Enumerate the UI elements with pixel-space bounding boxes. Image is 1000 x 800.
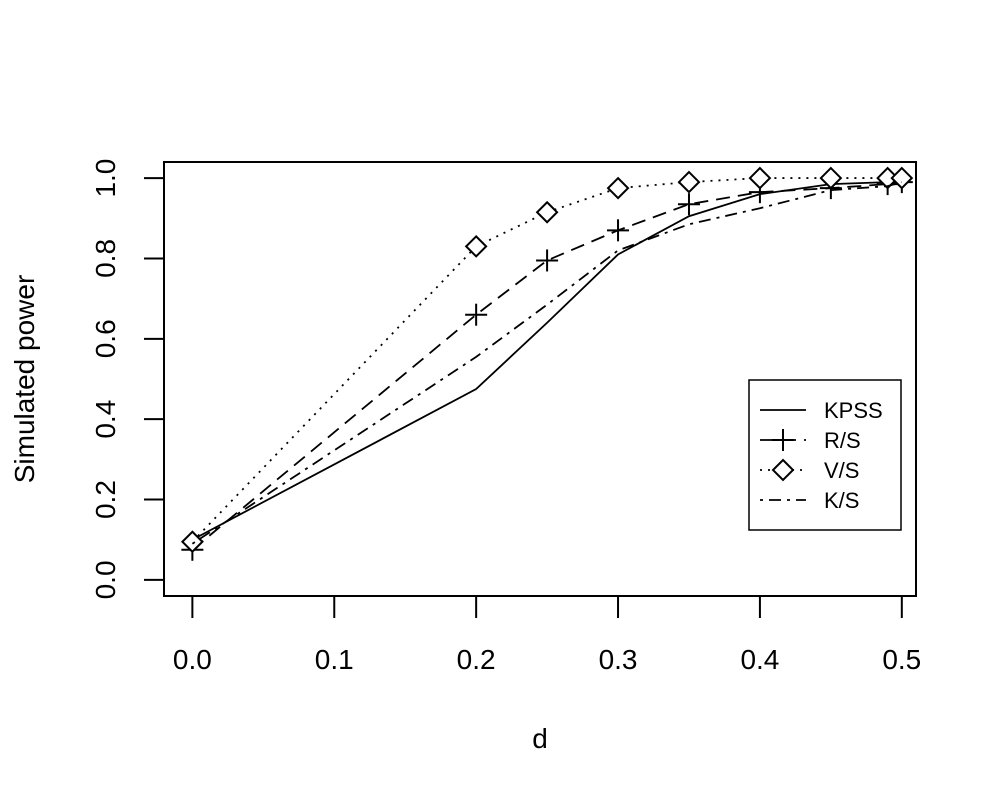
series-line: [191, 181, 902, 551]
legend-label: K/S: [824, 488, 859, 513]
x-tick-label: 0.0: [173, 644, 212, 675]
legend-entry: K/S: [760, 488, 859, 513]
series-line: [191, 181, 903, 545]
y-axis-label: Simulated power: [9, 275, 40, 484]
legend-marker: [771, 458, 795, 482]
y-axis: 0.0 0.2 0.4 0.6 0.8 1.0: [90, 159, 165, 599]
series-line: [191, 181, 902, 541]
series-v-s: [180, 166, 914, 554]
data-point: [536, 249, 559, 272]
legend-label: KPSS: [824, 398, 883, 423]
x-tick-label: 0.3: [599, 644, 638, 675]
legend-label: R/S: [824, 428, 861, 453]
data-point: [677, 170, 701, 194]
y-tick-label: 0.8: [90, 239, 121, 278]
x-tick-label: 0.1: [315, 644, 354, 675]
y-tick-label: 1.0: [90, 159, 121, 198]
legend-entry: KPSS: [760, 398, 883, 423]
x-tick-label: 0.4: [740, 644, 779, 675]
data-point: [535, 200, 559, 224]
y-tick-label: 0.6: [90, 319, 121, 358]
x-tick-label: 0.2: [457, 644, 496, 675]
data-point: [606, 176, 630, 200]
data-point: [890, 166, 914, 190]
legend: KPSS R/S V/S K/S: [748, 379, 902, 531]
legend-box: [748, 379, 902, 531]
legend-marker: [772, 429, 794, 451]
data-point: [748, 166, 772, 190]
data-point: [465, 303, 488, 326]
legend-label: V/S: [824, 458, 859, 483]
y-tick-label: 0.2: [90, 480, 121, 519]
x-axis-label: d: [532, 723, 548, 754]
legend-entry: R/S: [760, 428, 861, 453]
y-tick-label: 0.4: [90, 400, 121, 439]
series-layer: [180, 166, 914, 561]
plot-frame: [163, 161, 917, 597]
x-axis: 0.0 0.1 0.2 0.3 0.4 0.5: [173, 595, 921, 675]
data-point: [464, 234, 488, 258]
data-point: [819, 166, 843, 190]
series-kpss: [191, 181, 902, 541]
data-point: [180, 530, 204, 554]
series-k-s: [191, 181, 903, 545]
y-tick-label: 0.0: [90, 560, 121, 599]
data-point: [677, 193, 700, 216]
legend-entry: V/S: [760, 458, 859, 483]
data-point: [607, 219, 630, 242]
x-tick-label: 0.5: [882, 644, 921, 675]
